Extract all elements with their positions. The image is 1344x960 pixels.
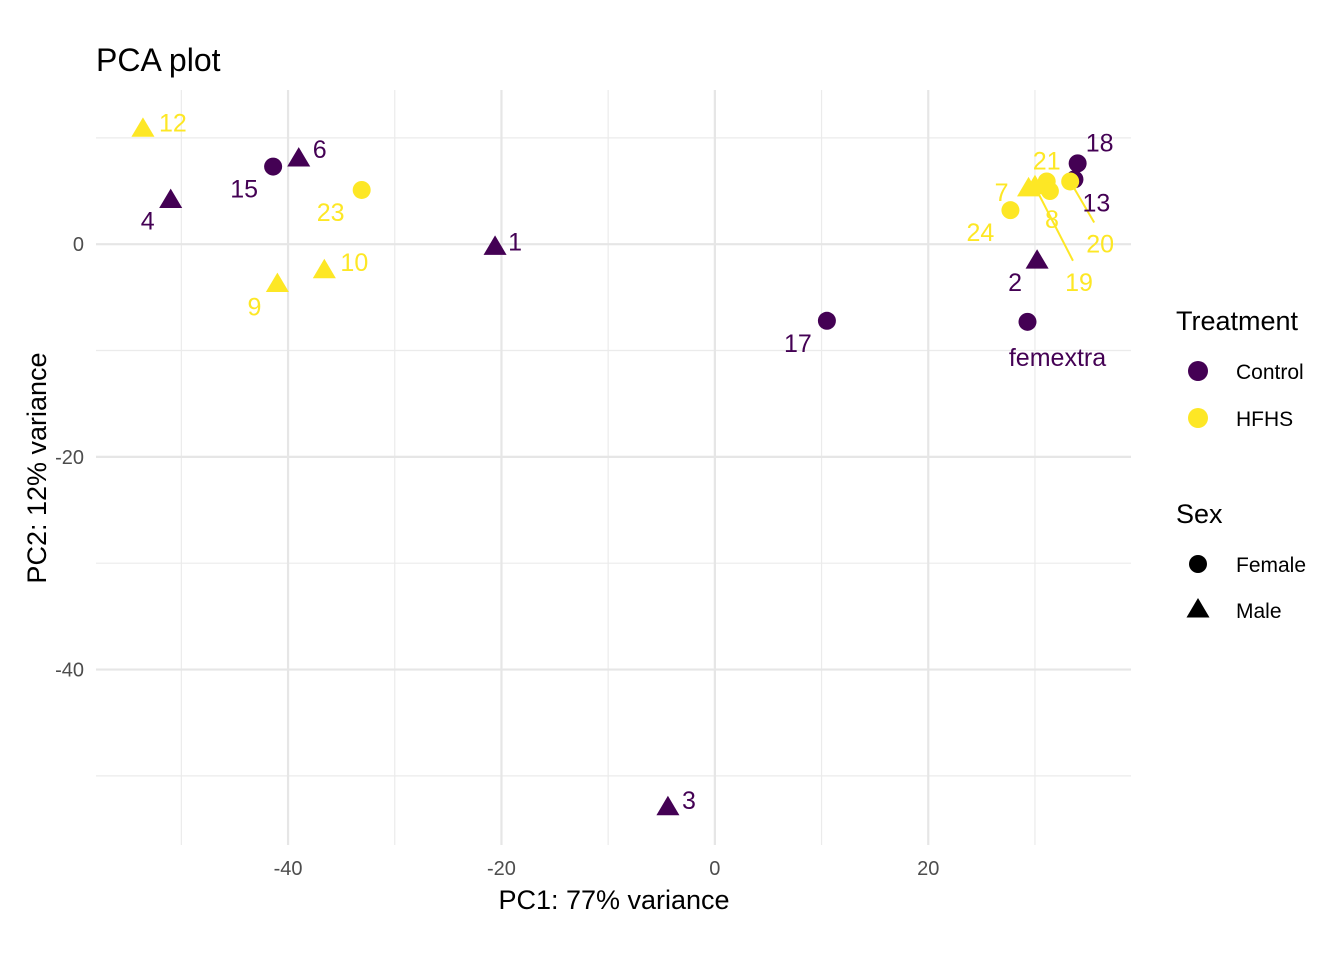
- point-label: 13: [1083, 189, 1111, 217]
- point-label: 10: [340, 249, 368, 277]
- legend-treatment-title: Treatment: [1176, 306, 1299, 336]
- x-tick-label: 0: [709, 858, 720, 880]
- legend-label: Female: [1236, 554, 1306, 577]
- legend-key-control: [1188, 361, 1208, 381]
- point-label: 12: [159, 109, 187, 137]
- x-tick-label: 20: [917, 858, 939, 880]
- legend-label: Male: [1236, 600, 1282, 623]
- point-label: 15: [230, 176, 258, 204]
- y-tick-labels: 0 -20 -40: [55, 234, 84, 681]
- y-tick-label: -40: [55, 660, 84, 682]
- legend-label: Control: [1236, 361, 1304, 384]
- grid-minor: [96, 90, 1131, 845]
- point-label: 23: [317, 199, 345, 227]
- data-point: [1040, 182, 1059, 201]
- legend-treatment: Treatment Control HFHS: [1176, 306, 1304, 431]
- data-point: [1018, 312, 1037, 331]
- x-tick-label: -40: [274, 858, 303, 880]
- point-label: 9: [247, 294, 261, 322]
- label-leader-line: [1034, 186, 1074, 262]
- data-point: [1023, 174, 1047, 195]
- point-label: 6: [313, 136, 327, 164]
- legend-sex-title: Sex: [1176, 499, 1223, 529]
- data-point: [312, 258, 336, 279]
- legend-key-female: [1189, 555, 1207, 573]
- data-point: [1025, 249, 1049, 269]
- data-point: [1068, 154, 1087, 173]
- x-tick-labels: -40 -20 0 20: [274, 858, 940, 880]
- point-label: 17: [784, 330, 812, 358]
- data-point: [817, 311, 836, 330]
- point-label: 21: [1033, 147, 1061, 175]
- point-label: 20: [1086, 230, 1114, 258]
- data-point: [159, 188, 183, 209]
- x-tick-label: -20: [487, 858, 516, 880]
- data-points: [131, 117, 1087, 816]
- legend-key-male: [1186, 598, 1210, 618]
- point-label: 7: [995, 179, 1009, 207]
- data-point: [131, 117, 155, 137]
- data-point: [1061, 172, 1080, 191]
- x-axis-title: PC1: 77% variance: [498, 885, 729, 915]
- legend-sex: Sex Female Male: [1176, 499, 1306, 623]
- point-label: 1: [508, 228, 522, 256]
- point-labels: 12 6 15 23 4 1 10 9 17 3 18 13 21 20 7 8 24 2 19 femextra: [141, 109, 1114, 814]
- point-label: femextra: [1009, 344, 1106, 372]
- point-label: 18: [1086, 129, 1114, 157]
- data-point: [483, 235, 507, 255]
- data-point: [1001, 201, 1020, 220]
- y-tick-label: -20: [55, 447, 84, 469]
- data-point: [264, 157, 283, 176]
- data-point: [352, 180, 371, 199]
- data-point: [287, 147, 311, 167]
- point-label: 19: [1065, 269, 1093, 297]
- data-point: [656, 795, 680, 816]
- y-tick-label: 0: [73, 234, 84, 256]
- data-point: [265, 272, 289, 293]
- chart-title: PCA plot: [96, 42, 221, 78]
- point-label: 3: [682, 787, 696, 815]
- grid-major: [96, 90, 1131, 845]
- point-label: 4: [141, 208, 155, 236]
- y-axis-title: PC2: 12% variance: [22, 352, 52, 583]
- point-label: 2: [1008, 269, 1022, 297]
- point-label: 24: [967, 219, 995, 247]
- point-label: 8: [1045, 206, 1059, 234]
- legend-key-hfhs: [1188, 408, 1208, 428]
- legend-label: HFHS: [1236, 408, 1293, 431]
